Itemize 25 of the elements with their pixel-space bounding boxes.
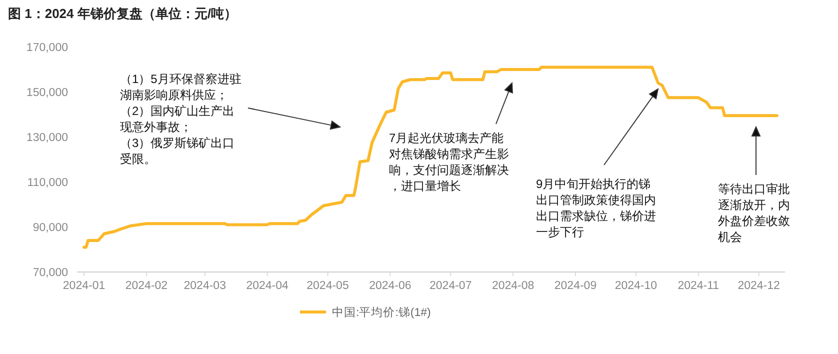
legend-label: 中国:平均价:锑(1#)	[332, 306, 432, 319]
x-tick-label: 2024-11	[678, 280, 720, 292]
x-tick-label: 2024-05	[306, 280, 349, 292]
annotation: 7月起光伏玻璃去产能对焦锑酸钠需求产生影响，支付问题逐渐解决，进口量增长	[389, 131, 509, 193]
annotation: 9月中旬开始执行的锑出口管制政策使得国内出口需求缺位，锑价进一步下行	[536, 177, 656, 239]
x-tick-label: 2024-01	[62, 280, 106, 292]
y-tick-label: 130,000	[26, 132, 68, 144]
legend: 中国:平均价:锑(1#)	[300, 307, 431, 319]
x-tick-label: 2024-12	[738, 280, 780, 292]
y-tick-label: 70,000	[32, 267, 68, 279]
x-tick-label: 2024-03	[184, 280, 226, 292]
x-tick-label: 2024-07	[430, 280, 472, 292]
x-tick-label: 2024-10	[614, 280, 658, 292]
x-tick-label: 2024-08	[492, 280, 534, 292]
x-tick-label: 2024-09	[554, 280, 597, 292]
x-tick-label: 2024-06	[369, 280, 412, 292]
y-tick-label: 110,000	[27, 177, 68, 189]
y-tick-label: 170,000	[26, 42, 68, 54]
annotation: （1）5月环保督察进驻湖南影响原料供应；（2）国内矿山生产出现意外事故；（3）俄罗斯锑矿出口受限。	[120, 72, 242, 166]
chart-title: 图 1：2024 年锑价复盘（单位：元/吨）	[8, 6, 237, 21]
x-tick-label: 2024-04	[246, 280, 290, 292]
y-tick-label: 150,000	[26, 87, 68, 99]
annotation: 等待出口审批逐渐放开，内外盘价差收敛机会	[718, 182, 790, 244]
y-tick-label: 90,000	[32, 222, 68, 234]
x-tick-label: 2024-02	[125, 280, 168, 292]
